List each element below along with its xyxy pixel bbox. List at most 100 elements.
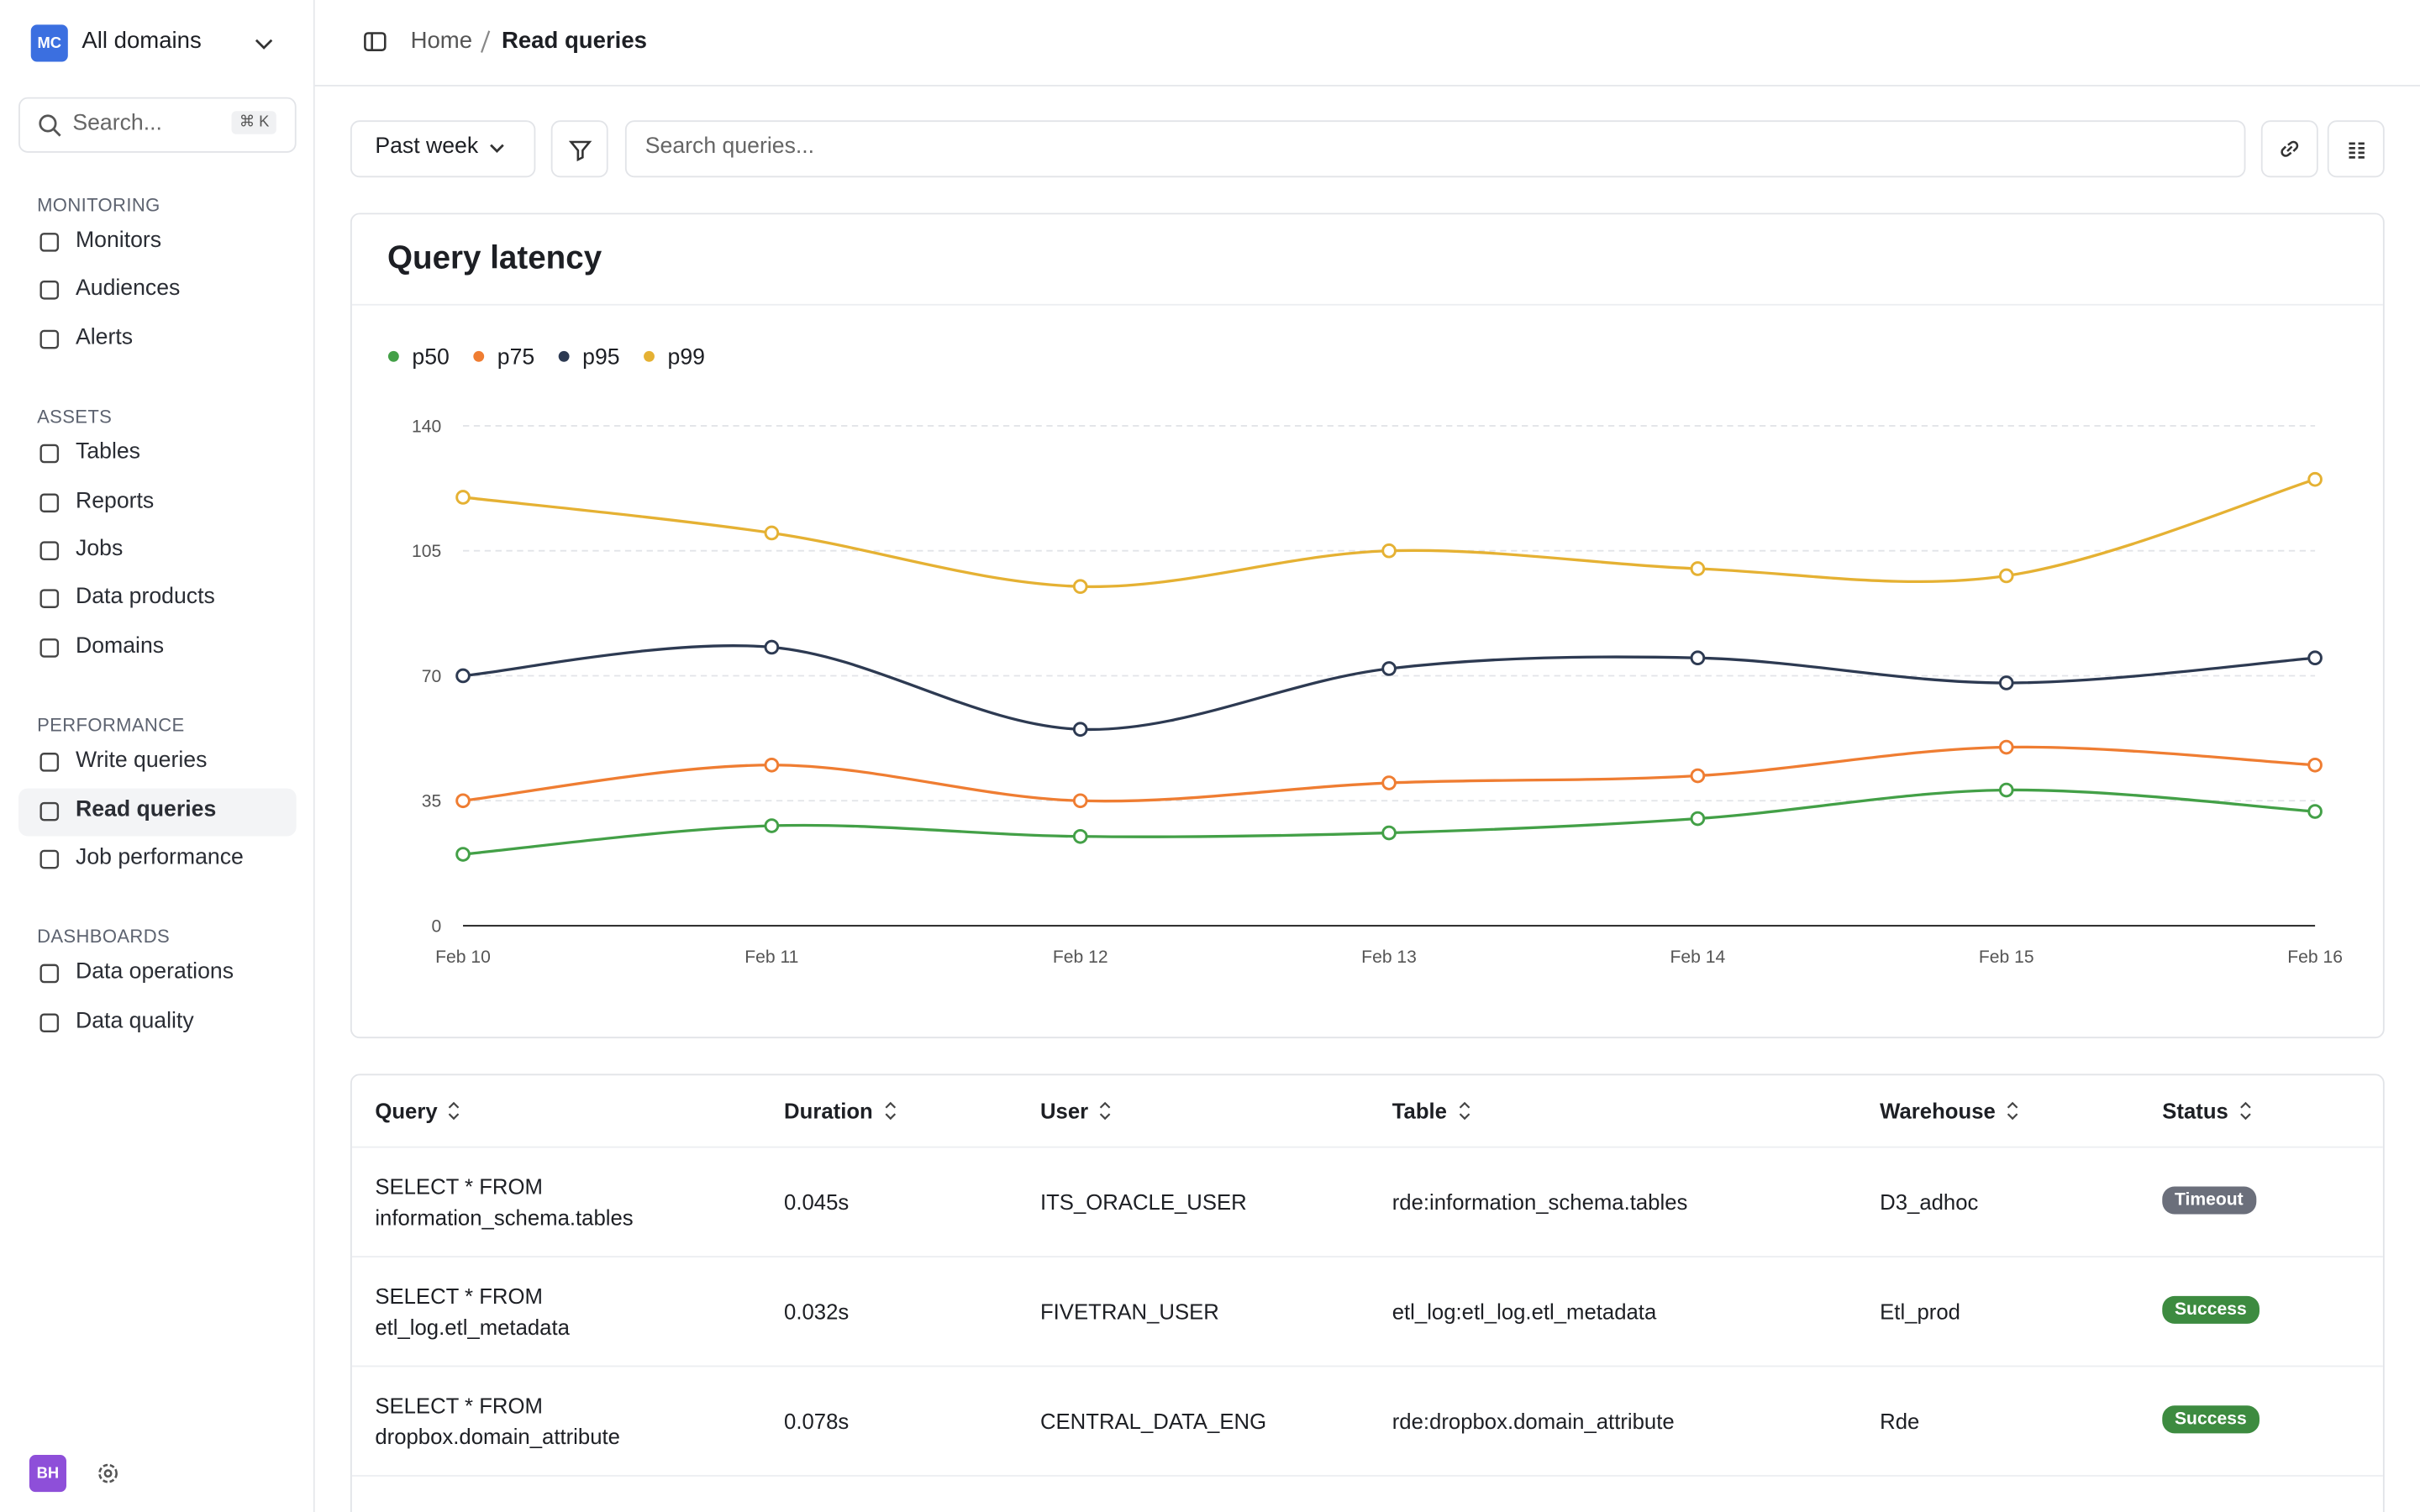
sort-icon[interactable] <box>883 1100 898 1122</box>
sort-icon[interactable] <box>1097 1100 1113 1122</box>
columns-icon <box>2349 142 2365 159</box>
legend-dot <box>644 350 655 362</box>
sort-shape <box>885 1101 897 1121</box>
point <box>1998 739 2014 755</box>
legend-label: p95 <box>582 344 619 369</box>
nav-item[interactable]: Monitors <box>76 228 162 254</box>
point <box>1998 782 2014 798</box>
query-line: SELECT * FROM <box>375 1173 543 1200</box>
settings-icon[interactable] <box>96 1461 120 1485</box>
section-title: ASSETS <box>37 406 113 428</box>
point <box>455 847 471 862</box>
query-cell: SELECT * FROM dropbox.domain_attribute <box>375 1390 620 1452</box>
point <box>455 668 471 684</box>
query-line: dropbox.domain_attribute <box>375 1424 620 1449</box>
legend-dot <box>387 350 399 362</box>
chart-title: Query latency <box>387 240 602 276</box>
cell: D3_adhoc <box>1880 1189 1979 1215</box>
icon-shape <box>39 444 60 464</box>
column-header[interactable]: User <box>1039 1098 1089 1124</box>
icon-shape <box>39 964 60 984</box>
query-cell: SELECT * FROM information_schema.tables <box>375 1171 633 1232</box>
workspace-name[interactable]: All domains <box>82 28 202 55</box>
period-select[interactable] <box>350 120 536 178</box>
nav-item[interactable]: Data products <box>76 585 215 611</box>
sort-icon[interactable] <box>2238 1100 2253 1122</box>
query-search[interactable] <box>624 120 2246 178</box>
point <box>2307 757 2323 773</box>
chevron[interactable] <box>253 33 275 55</box>
header-divider <box>351 1146 2383 1148</box>
series-line <box>462 644 2316 732</box>
nav-icon <box>39 801 60 821</box>
sort-icon[interactable] <box>1457 1100 1472 1122</box>
sort-icon[interactable] <box>2005 1100 2020 1122</box>
nav-item[interactable]: Alerts <box>76 325 134 350</box>
column-header[interactable]: Warehouse <box>1880 1098 1996 1124</box>
x-tick-label: Feb 16 <box>2287 948 2343 967</box>
series-line <box>462 745 2316 803</box>
filter-icon <box>568 140 592 162</box>
nav-item[interactable]: Data quality <box>76 1008 194 1034</box>
point <box>1690 650 1706 666</box>
nav-item[interactable]: Job performance <box>76 845 244 870</box>
nav-item[interactable]: Jobs <box>76 537 124 562</box>
query-line: SELECT * FROM <box>375 1393 543 1418</box>
point <box>1690 768 1706 784</box>
sort-shape <box>2240 1101 2251 1121</box>
nav-item[interactable]: Data operations <box>76 960 234 985</box>
legend-dot <box>558 350 570 362</box>
search-icon <box>39 114 61 137</box>
header-divider <box>314 85 2420 87</box>
cell: FIVETRAN_USER <box>1039 1299 1219 1324</box>
cell: ITS_ORACLE_USER <box>1039 1189 1247 1215</box>
point <box>764 525 780 541</box>
nav-item[interactable]: Audiences <box>76 276 181 302</box>
x-tick-label: Feb 15 <box>1979 948 2034 967</box>
y-tick-label: 70 <box>422 667 441 686</box>
point <box>2307 804 2323 819</box>
nav-icon <box>39 753 60 772</box>
sidebar-toggle[interactable] <box>363 29 387 54</box>
row-divider <box>351 1256 2383 1257</box>
column-header[interactable]: Query <box>375 1098 438 1124</box>
nav-item[interactable]: Read queries <box>76 796 217 822</box>
icon-shape <box>39 329 60 349</box>
nav-item[interactable]: Write queries <box>76 748 208 774</box>
y-tick-label: 0 <box>432 916 442 936</box>
point <box>764 818 780 833</box>
period-label: Past week <box>375 134 479 160</box>
x-tick-label: Feb 11 <box>744 948 798 967</box>
cell: rde:information_schema.tables <box>1392 1189 1688 1215</box>
nav-item[interactable]: Reports <box>76 488 155 513</box>
column-header[interactable]: Table <box>1392 1098 1447 1124</box>
point <box>1072 579 1088 595</box>
icon-shape <box>39 492 60 512</box>
sort-icon[interactable] <box>446 1100 461 1122</box>
sidebar: MC All domains Search... ⌘ K BH MONITORI… <box>0 0 315 1512</box>
point <box>455 793 471 809</box>
sort-shape <box>1459 1101 1470 1121</box>
user-badge[interactable]: BH <box>29 1455 66 1493</box>
icon-shape <box>39 541 60 561</box>
columns-button[interactable] <box>2327 120 2385 178</box>
query-search-placeholder: Search queries... <box>644 134 815 160</box>
column-header[interactable]: Duration <box>784 1098 873 1124</box>
column-header[interactable]: Status <box>2162 1098 2228 1124</box>
point <box>1381 661 1397 676</box>
nav-icon <box>39 492 60 512</box>
nav-icon <box>39 541 60 561</box>
point <box>1998 568 2014 584</box>
icon-shape <box>39 753 60 772</box>
cell: Rde <box>1880 1408 1920 1434</box>
point <box>2307 650 2323 666</box>
icon-shape <box>39 233 60 252</box>
status-badge: Success <box>2162 1295 2260 1324</box>
filter-button[interactable] <box>550 120 608 178</box>
nav-item[interactable]: Domains <box>76 633 165 659</box>
breadcrumb-home[interactable]: Home <box>410 28 473 55</box>
nav-item[interactable]: Tables <box>76 439 140 465</box>
active-highlight <box>18 787 297 836</box>
